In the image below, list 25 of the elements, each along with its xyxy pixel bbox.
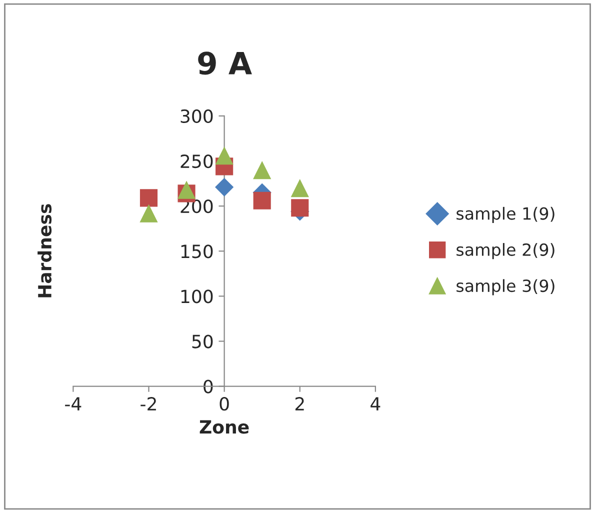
point	[253, 192, 271, 210]
point	[215, 146, 234, 165]
y-tick-label: 50	[192, 334, 213, 348]
point	[140, 189, 158, 207]
x-tick-label: 4	[370, 397, 380, 410]
point	[177, 180, 196, 199]
x-axis-title: Zone	[200, 420, 249, 434]
x-tick-label: 0	[220, 397, 229, 411]
legend-label: sample 1(9)	[456, 206, 554, 224]
x-tick-label: 2	[295, 397, 304, 410]
y-tick-label: 150	[181, 244, 213, 258]
legend-label: sample 3(9)	[456, 279, 554, 296]
point	[290, 178, 309, 198]
point	[253, 160, 272, 180]
point	[140, 204, 158, 222]
y-tick-label: 0	[204, 380, 213, 394]
y-tick-label: 100	[181, 290, 213, 304]
chart-title: 9 A	[198, 52, 252, 75]
y-tick-label: 300	[180, 109, 213, 124]
point	[215, 178, 234, 196]
y-tick-label: 250	[180, 154, 213, 168]
legend-label: sample 2(9)	[456, 243, 554, 260]
x-tick-label: -4	[65, 397, 82, 410]
x-tick-label: -2	[140, 397, 156, 410]
y-axis-title: Hardness	[38, 204, 52, 298]
